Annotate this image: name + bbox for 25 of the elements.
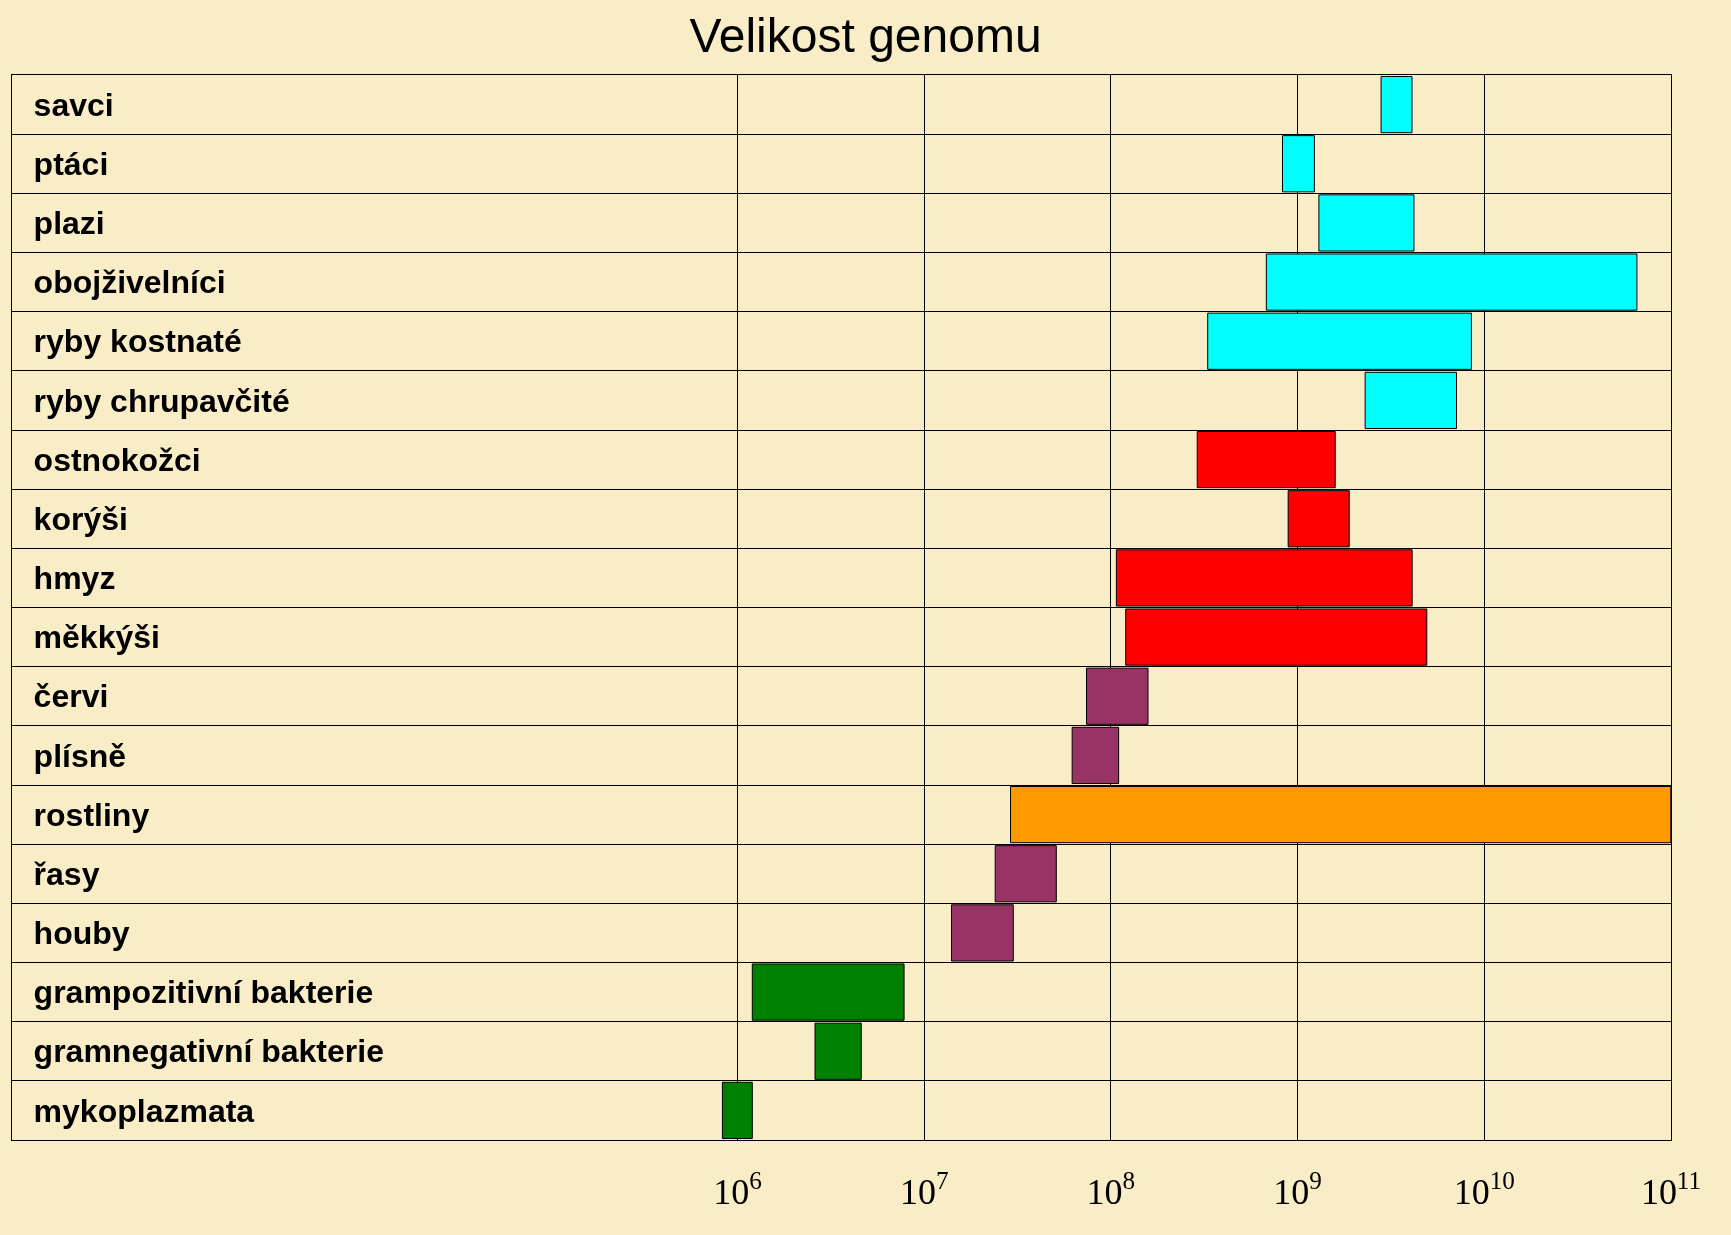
y-tick-label: houby bbox=[33, 915, 130, 952]
x-tick-label: 10$^{9}$ bbox=[1273, 1167, 1322, 1213]
x-tick-label: 10$^{7}$ bbox=[899, 1167, 949, 1213]
y-tick-label: savci bbox=[33, 86, 114, 123]
y-tick-label: korýši bbox=[33, 500, 128, 537]
y-tick-label: ostnokožci bbox=[33, 441, 201, 478]
y-tick-label: řasy bbox=[33, 855, 100, 892]
y-tick-label: ptáci bbox=[33, 145, 109, 182]
y-tick-label: červi bbox=[33, 678, 109, 715]
chart-title: Velikost genomu bbox=[689, 9, 1042, 63]
y-tick-label: rostliny bbox=[33, 796, 150, 833]
y-tick-label: gramnegativní bakterie bbox=[33, 1033, 384, 1070]
y-tick-label: grampozitivní bakterie bbox=[33, 974, 374, 1011]
x-tick-label: 10$^{10}$ bbox=[1453, 1167, 1515, 1213]
x-tick-label: 10$^{6}$ bbox=[713, 1167, 762, 1213]
y-tick-label: obojživelníci bbox=[33, 264, 226, 301]
y-tick-label: ryby chrupavčité bbox=[33, 382, 290, 419]
y-tick-label: hmyz bbox=[33, 560, 116, 597]
y-tick-label: ryby kostnaté bbox=[33, 323, 242, 360]
x-tick-label: 10$^{8}$ bbox=[1086, 1167, 1136, 1213]
y-tick-label: plísně bbox=[33, 737, 127, 774]
y-tick-label: měkkýši bbox=[33, 619, 160, 656]
x-tick-label: 10$^{11}$ bbox=[1640, 1167, 1702, 1213]
y-tick-label: plazi bbox=[33, 205, 105, 242]
y-tick-label: mykoplazmata bbox=[33, 1092, 255, 1129]
